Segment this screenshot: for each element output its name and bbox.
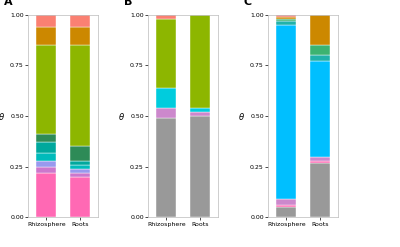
Bar (310, 55, 330, 62)
Bar (276, 19, 296, 21)
Bar (190, 116, 210, 217)
Bar (310, 157, 330, 161)
Bar (310, 163, 330, 217)
Bar (70, 27, 90, 45)
Bar (36, 173, 56, 217)
Bar (70, 161, 90, 165)
Bar (276, 199, 296, 205)
Bar (36, 45, 56, 134)
Bar (276, 205, 296, 207)
Bar (276, 25, 296, 199)
Bar (276, 15, 296, 17)
Bar (190, 108, 210, 112)
Bar (156, 118, 176, 217)
Y-axis label: $\theta$: $\theta$ (0, 111, 5, 122)
Bar (156, 15, 176, 19)
Bar (70, 177, 90, 217)
Legend: < 2.5%, Acidobacteriota, Actinobacteriota, Bacteroidota, Chloroflei, Gammaproteo: < 2.5%, Acidobacteriota, Actinobacteriot… (101, 15, 176, 84)
Bar (310, 62, 330, 157)
Bar (70, 169, 90, 173)
Bar (156, 19, 176, 88)
Bar (276, 207, 296, 217)
Text: B: B (124, 0, 132, 7)
Bar (310, 15, 330, 45)
Bar (36, 153, 56, 161)
Bar (70, 15, 90, 27)
Bar (276, 17, 296, 19)
Bar (70, 165, 90, 169)
Bar (36, 15, 56, 27)
Bar (36, 134, 56, 143)
Bar (36, 161, 56, 167)
Legend: < 1%, Ascomycota, Basidiomycota, Mortierellomycota, NA: < 1%, Ascomycota, Basidiomycota, Mortier… (221, 15, 283, 58)
Bar (310, 161, 330, 163)
Bar (190, 15, 210, 108)
Text: C: C (244, 0, 252, 7)
Bar (156, 88, 176, 108)
Y-axis label: $\theta$: $\theta$ (238, 111, 245, 122)
Bar (276, 21, 296, 25)
Bar (156, 108, 176, 118)
Bar (70, 45, 90, 146)
Bar (70, 173, 90, 177)
Legend: < 0.05%, Ascomycota, Basidiomycota, Chytridiomycota, Glomeromycota, Mortierellom: < 0.05%, Ascomycota, Basidiomycota, Chyt… (341, 15, 400, 77)
Bar (310, 45, 330, 55)
Bar (70, 146, 90, 161)
Bar (36, 143, 56, 153)
Y-axis label: $\theta$: $\theta$ (118, 111, 125, 122)
Bar (36, 27, 56, 45)
Bar (190, 112, 210, 116)
Bar (36, 167, 56, 173)
Text: A: A (4, 0, 12, 7)
